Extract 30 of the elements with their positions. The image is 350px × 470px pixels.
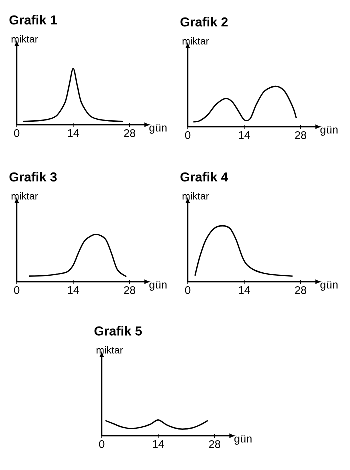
x-tick-label: 14 — [153, 440, 164, 448]
chart-title: Grafik 4 — [180, 172, 228, 182]
x-axis-title: gün — [320, 281, 338, 291]
x-axis-title: gün — [320, 126, 338, 136]
x-tick-label: 28 — [209, 440, 220, 448]
x-tick-label: 14 — [68, 130, 80, 138]
chart-title: Grafik 3 — [10, 172, 57, 182]
x-axis-title: gün — [150, 124, 167, 134]
chart-title: Grafik 1 — [10, 15, 58, 25]
y-axis-title: miktar — [182, 192, 210, 200]
x-tick-label: 14 — [239, 286, 250, 294]
y-axis-title: miktar — [96, 346, 124, 354]
x-tick-label: 0 — [14, 286, 20, 294]
x-tick-label: 0 — [185, 286, 191, 294]
x-tick-label: 28 — [295, 132, 306, 140]
chart-title: Grafik 5 — [94, 326, 142, 336]
x-tick-label: 0 — [99, 440, 105, 448]
y-axis-title: miktar — [182, 37, 210, 45]
x-tick-label: 14 — [68, 286, 80, 294]
x-axis-title: gün — [150, 281, 167, 291]
x-tick-label: 0 — [185, 132, 191, 140]
x-tick-label: 0 — [14, 130, 20, 138]
x-tick-label: 28 — [295, 286, 306, 294]
chart-title: Grafik 2 — [180, 17, 228, 27]
x-tick-label: 28 — [124, 286, 136, 294]
x-tick-label: 14 — [239, 132, 250, 140]
x-axis-title: gün — [234, 435, 252, 445]
x-tick-label: 28 — [124, 130, 136, 138]
y-axis-title: miktar — [12, 192, 38, 200]
y-axis-title: miktar — [12, 35, 38, 43]
